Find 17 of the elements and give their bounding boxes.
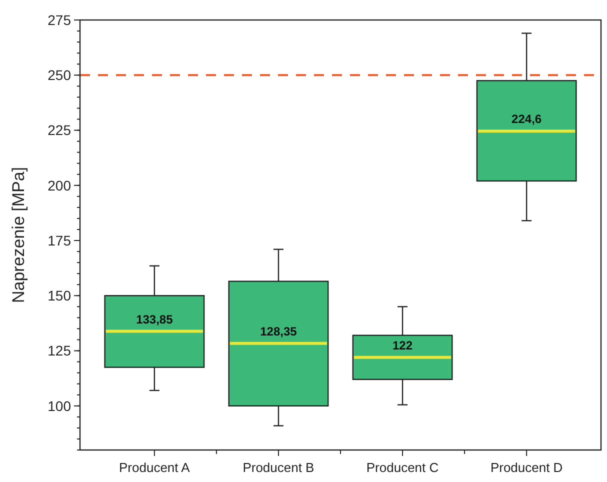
x-tick-label: Producent D [490, 460, 563, 475]
y-tick-label: 250 [48, 67, 72, 84]
y-tick-label: 225 [48, 122, 72, 138]
text: 133,85 [136, 312, 173, 326]
y-tick-label: 200 [48, 177, 72, 194]
text: 224,6 [512, 112, 542, 126]
text: 122 [392, 338, 413, 352]
y-axis-title: Naprezenie [MPa] [9, 166, 28, 304]
x-tick-label: Producent A [119, 460, 190, 475]
text: 128,35 [260, 324, 297, 338]
y-tick-label: 175 [48, 232, 72, 248]
y-tick-label: 275 [48, 12, 72, 28]
x-tick-label: Producent B [242, 460, 314, 475]
x-tick-label: Producent C [366, 460, 439, 475]
y-tick-label: 150 [48, 288, 72, 304]
y-tick-label: 125 [48, 342, 72, 359]
y-tick-label: 100 [48, 398, 72, 414]
